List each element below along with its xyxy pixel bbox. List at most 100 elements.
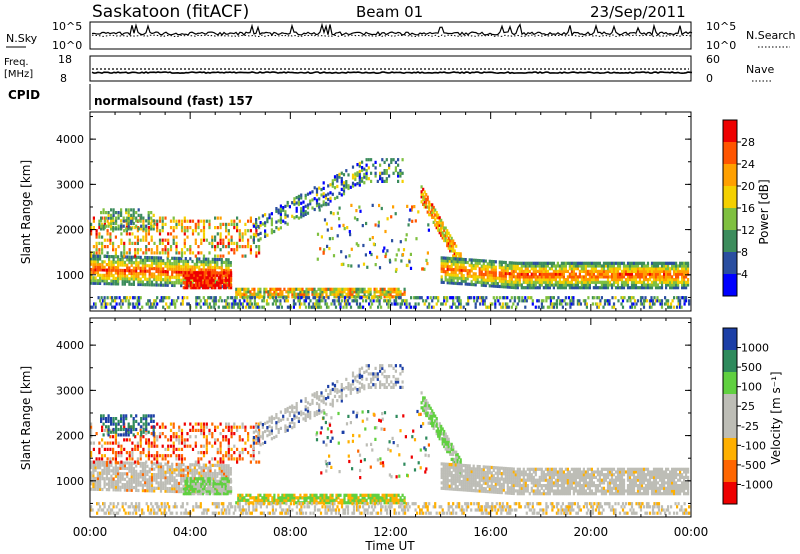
heatmap-cell xyxy=(385,158,388,162)
heatmap-cell xyxy=(325,290,328,294)
heatmap-cell xyxy=(223,479,226,483)
heatmap-cell xyxy=(562,272,565,276)
heatmap-cell xyxy=(578,275,581,279)
heatmap-cell xyxy=(434,208,437,212)
heatmap-cell xyxy=(586,269,589,273)
heatmap-cell xyxy=(175,259,178,263)
power-colorbar-tick: 24 xyxy=(741,158,755,171)
heatmap-cell xyxy=(594,264,597,268)
heatmap-cell xyxy=(251,287,254,291)
heatmap-cell xyxy=(342,223,345,227)
heatmap-cell xyxy=(224,283,227,287)
heatmap-cell xyxy=(164,476,167,480)
heatmap-cell xyxy=(153,299,156,303)
heatmap-cell xyxy=(604,283,608,287)
heatmap-cell xyxy=(351,287,354,291)
heatmap-cell xyxy=(594,278,597,282)
heatmap-cell xyxy=(216,271,219,275)
heatmap-cell xyxy=(191,273,194,277)
heatmap-cell xyxy=(618,264,622,268)
heatmap-cell xyxy=(196,489,199,493)
heatmap-cell xyxy=(600,283,603,287)
heatmap-cell xyxy=(504,260,507,265)
heatmap-cell xyxy=(105,254,108,259)
heatmap-cell xyxy=(528,280,531,284)
heatmap-cell xyxy=(105,271,108,275)
heatmap-cell xyxy=(183,422,186,426)
heatmap-cell xyxy=(177,462,181,466)
heatmap-cell xyxy=(654,264,658,268)
power-colorbar-tick: 8 xyxy=(741,246,748,259)
heatmap-cell xyxy=(300,207,303,211)
heatmap-cell xyxy=(150,248,153,252)
heatmap-cell xyxy=(252,238,255,242)
heatmap-cell xyxy=(683,283,686,287)
heatmap-cell xyxy=(652,283,656,287)
heatmap-cell xyxy=(222,238,225,242)
heatmap-cell xyxy=(175,251,178,255)
heatmap-cell xyxy=(454,273,457,277)
heatmap-cell xyxy=(157,267,160,271)
heatmap-cell xyxy=(159,484,163,488)
heatmap-cell xyxy=(318,299,321,303)
heatmap-cell xyxy=(345,287,348,291)
heatmap-cell xyxy=(90,451,93,455)
heatmap-cell xyxy=(305,287,308,291)
heatmap-cell xyxy=(506,302,509,306)
heatmap-cell xyxy=(177,487,181,491)
heatmap-cell xyxy=(660,261,664,265)
heatmap-cell xyxy=(391,239,394,243)
heatmap-cell xyxy=(333,292,336,296)
heatmap-cell xyxy=(117,260,120,264)
heatmap-cell xyxy=(616,264,620,268)
heatmap-cell xyxy=(351,295,354,299)
heatmap-cell xyxy=(667,272,670,276)
heatmap-cell xyxy=(455,296,458,300)
heatmap-cell xyxy=(673,269,676,273)
heatmap-cell xyxy=(203,271,206,275)
heatmap-cell xyxy=(211,422,214,426)
heatmap-cell xyxy=(146,277,149,281)
heatmap-cell xyxy=(159,272,163,276)
heatmap-cell xyxy=(218,463,221,468)
heatmap-cell xyxy=(639,296,643,300)
heatmap-cell xyxy=(374,166,377,170)
heatmap-cell xyxy=(193,484,196,488)
heatmap-cell xyxy=(169,435,173,439)
heatmap-cell xyxy=(594,280,597,284)
heatmap-cell xyxy=(572,269,575,273)
heatmap-cell xyxy=(513,296,516,300)
heatmap-cell xyxy=(526,267,529,271)
heatmap-cell xyxy=(267,292,270,296)
heatmap-cell xyxy=(305,290,308,294)
heatmap-cell xyxy=(681,261,684,265)
heatmap-cell xyxy=(186,276,189,280)
heatmap-cell xyxy=(229,261,232,265)
heatmap-cell xyxy=(524,264,527,268)
heatmap-cell xyxy=(178,454,181,458)
heatmap-cell xyxy=(444,239,447,243)
heatmap-cell xyxy=(110,279,113,283)
heatmap-cell xyxy=(135,219,138,223)
heatmap-cell xyxy=(168,259,172,263)
heatmap-cell xyxy=(225,245,228,249)
heatmap-cell xyxy=(223,466,226,470)
heatmap-cell xyxy=(679,280,682,284)
heatmap-cell xyxy=(175,270,178,274)
heatmap-cell xyxy=(225,466,228,470)
heatmap-cell xyxy=(102,433,105,437)
heatmap-cell xyxy=(536,299,539,303)
heatmap-cell xyxy=(180,259,183,263)
heatmap-cell xyxy=(140,227,143,231)
heatmap-cell xyxy=(350,203,353,207)
heatmap-cell xyxy=(214,245,217,249)
heatmap-cell xyxy=(171,476,174,480)
heatmap-cell xyxy=(420,190,423,194)
heatmap-cell xyxy=(96,487,99,491)
heatmap-cell xyxy=(189,422,192,426)
heatmap-cell xyxy=(403,290,406,294)
heatmap-cell xyxy=(102,417,105,421)
heatmap-cell xyxy=(194,441,197,445)
heatmap-cell xyxy=(132,296,135,300)
heatmap-cell xyxy=(177,473,181,477)
